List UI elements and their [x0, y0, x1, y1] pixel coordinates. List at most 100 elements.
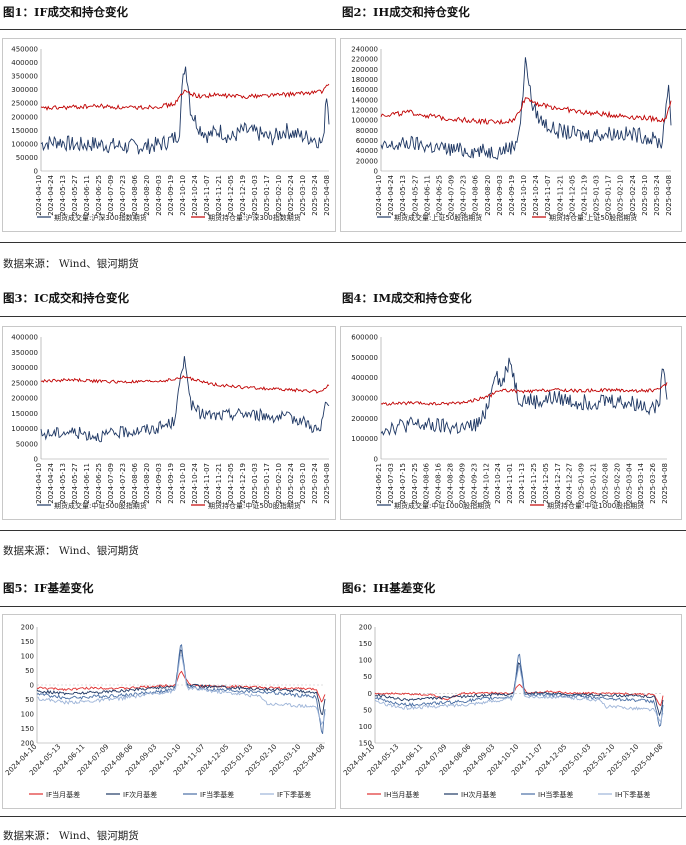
series-line-oi	[40, 375, 330, 394]
x-tick-label: 2024-08-20	[143, 463, 151, 504]
legend-label: 期货持仓量:中证1000股指期货	[547, 501, 644, 510]
legend-label: 期货成交量:中证500股指期货	[54, 501, 147, 510]
x-tick-label: 2024-07-25	[411, 463, 419, 504]
y-tick-label: 240000	[351, 46, 378, 54]
y-tick-label: 220000	[351, 56, 378, 64]
x-tick-label: 2024-05-13	[59, 175, 67, 216]
x-tick-label: 2024-06-21	[375, 463, 383, 504]
legend-label: 期货成交量:沪深300指数期货	[54, 213, 147, 222]
y-tick-label: 100000	[11, 140, 38, 148]
x-tick-label: 2024-11-07	[203, 463, 211, 504]
x-tick-label: 2024-06-11	[423, 175, 431, 216]
figure-rule	[0, 530, 686, 531]
x-tick-label: 2024-09-23	[470, 463, 478, 504]
y-tick-label: 100000	[351, 117, 378, 125]
x-tick-label: 2025-03-24	[311, 174, 319, 215]
figure3-panel: 0 50000 100000 150000 200000 250000 300000 3500…	[2, 326, 336, 520]
series-line-oi	[380, 97, 672, 126]
x-tick-label: 2024-04-24	[47, 462, 55, 503]
y-tick-label: 50	[363, 673, 372, 681]
y-tick-label: 400000	[11, 59, 38, 67]
legend-label: IH下季基差	[615, 790, 650, 799]
x-tick-label: 2025-04-08	[661, 463, 669, 504]
x-tick-label: 2024-12-05	[568, 175, 576, 216]
x-tick-label: 2024-07-23	[460, 175, 468, 216]
x-tick-label: 2024-10-10	[179, 463, 187, 504]
x-tick-label: 2025-01-03	[593, 175, 601, 216]
figure6-panel: 200 150 100 50 0 50 100 150 2024-04-10 2024-05-13…	[340, 614, 682, 809]
x-tick-label: 2025-01-17	[263, 463, 271, 504]
legend-label: IH次月基差	[461, 790, 496, 799]
y-tick-label: 0	[34, 168, 38, 176]
figure2-panel: 0 20000 40000 60000 80000 100000 120000 140000 1…	[340, 38, 682, 232]
x-tick-label: 2024-10-10	[520, 175, 528, 216]
series-line-b4	[37, 654, 326, 726]
x-tick-label: 2024-12-27	[566, 463, 574, 504]
x-tick-label: 2024-09-03	[155, 175, 163, 216]
x-tick-label: 2024-12-17	[554, 463, 562, 504]
x-tick-label: 2024-04-24	[47, 174, 55, 215]
y-tick-label: 40000	[356, 147, 378, 155]
x-tick-label: 2024-10-24	[494, 462, 502, 503]
y-tick-label: 140000	[351, 96, 378, 104]
x-tick-label: 2024-07-23	[119, 175, 127, 216]
y-tick-label: 50	[363, 706, 372, 714]
source-note: 数据来源： Wind、银河期货	[3, 830, 139, 842]
y-tick-label: 600000	[351, 334, 378, 342]
y-tick-label: 50000	[16, 154, 38, 162]
series-line-b3	[36, 644, 326, 734]
x-tick-label: 2024-12-19	[580, 175, 588, 216]
legend-label: IF当季基差	[200, 790, 234, 799]
x-tick-label: 2025-04-08	[323, 175, 331, 216]
x-tick-label: 2024-08-20	[143, 175, 151, 216]
x-tick-label: 2024-05-13	[59, 463, 67, 504]
figure3-chart: 0 50000 100000 150000 200000 250000 300000 3500…	[11, 334, 331, 511]
x-tick-label: 2025-02-10	[275, 463, 283, 504]
series-line-volume	[40, 356, 330, 443]
x-tick-label: 2024-08-06	[472, 174, 480, 215]
figure5-chart: 200150100500501001502002024-04-102024-05…	[4, 624, 326, 800]
figure4-caption: 图4：IM成交和持仓变化	[342, 291, 472, 305]
x-tick-label: 2024-08-06	[131, 174, 139, 215]
x-tick-label: 2024-11-07	[203, 175, 211, 216]
x-tick-label: 2025-03-10	[299, 463, 307, 504]
y-tick-label: 400000	[351, 374, 378, 382]
x-tick-label: 2025-03-26	[649, 462, 657, 503]
y-tick-label: 100	[21, 711, 34, 719]
figure6-caption: 图6：IH基差变化	[342, 581, 436, 595]
y-tick-label: 250000	[11, 100, 38, 108]
series-line-b3	[374, 653, 664, 727]
y-tick-label: 150	[359, 740, 372, 748]
y-tick-label: 200000	[351, 66, 378, 74]
x-tick-label: 2025-01-17	[605, 175, 613, 216]
x-tick-label: 2025-01-09	[578, 463, 586, 504]
series-line-b4	[374, 664, 664, 723]
x-tick-label: 2024-04-10	[375, 175, 383, 216]
y-tick-label: 50000	[16, 440, 38, 448]
y-tick-label: 120000	[351, 107, 378, 115]
series-line-b1	[36, 670, 326, 703]
x-tick-label: 2025-04-08	[323, 463, 331, 504]
y-tick-label: 200	[21, 624, 34, 632]
x-tick-label: 2024-05-13	[399, 175, 407, 216]
x-tick-label: 2025-03-24	[311, 462, 319, 503]
figure5-caption: 图5：IF基差变化	[3, 581, 94, 595]
x-tick-label: 2024-12-05	[227, 463, 235, 504]
y-tick-label: 100000	[351, 435, 378, 443]
x-tick-label: 2024-09-09	[458, 463, 466, 504]
y-tick-label: 0	[374, 456, 378, 464]
legend-label: 期货持仓量:沪深300指数期货	[208, 213, 301, 222]
y-tick-label: 150000	[11, 410, 38, 418]
y-tick-label: 20000	[356, 157, 378, 165]
x-tick-label: 2024-05-27	[411, 175, 419, 216]
x-tick-label: 2024-11-21	[215, 175, 223, 216]
x-tick-label: 2025-01-21	[590, 463, 598, 504]
y-tick-label: 80000	[356, 127, 378, 135]
series-line-volume	[380, 57, 672, 160]
x-tick-label: 2024-11-07	[544, 175, 552, 216]
x-tick-label: 2024-09-19	[167, 463, 175, 504]
x-tick-label: 2025-01-03	[251, 175, 259, 216]
x-tick-label: 2024-07-03	[387, 463, 395, 504]
x-tick-label: 2024-07-09	[448, 175, 456, 216]
y-tick-label: 50	[25, 667, 34, 675]
